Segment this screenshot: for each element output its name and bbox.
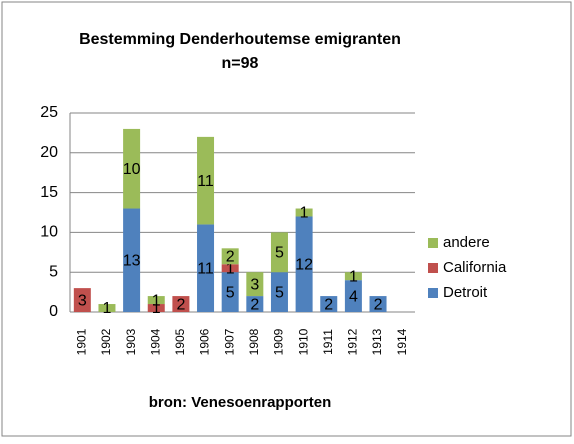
y-tick-label: 10 bbox=[40, 224, 58, 241]
bar-segment bbox=[221, 248, 239, 265]
x-tick-label: 1906 bbox=[198, 328, 212, 355]
legend-label: andere bbox=[443, 234, 490, 251]
x-tick-label: 1913 bbox=[370, 328, 384, 355]
x-tick-label: 1908 bbox=[247, 328, 261, 355]
bar-segment bbox=[147, 296, 165, 305]
bar-segment bbox=[344, 280, 362, 312]
data-label: 3 bbox=[250, 276, 259, 293]
data-label: 3 bbox=[78, 292, 87, 309]
chart-border bbox=[1, 1, 572, 437]
bar-segment bbox=[197, 136, 215, 225]
legend-label: Detroit bbox=[443, 284, 488, 301]
x-tick-label: 1912 bbox=[346, 328, 360, 355]
data-label: 5 bbox=[275, 245, 284, 262]
bar-segment bbox=[270, 272, 288, 312]
x-tick-label: 1911 bbox=[321, 329, 335, 355]
data-label: 1 bbox=[152, 292, 161, 309]
bar-segment bbox=[246, 272, 264, 297]
x-tick-label: 1907 bbox=[222, 328, 236, 355]
x-tick-label: 1910 bbox=[296, 328, 310, 355]
bar-segment bbox=[246, 296, 264, 312]
bar-segment bbox=[197, 224, 215, 312]
data-label: 10 bbox=[123, 161, 141, 178]
data-label: 1 bbox=[349, 268, 358, 285]
y-tick-label: 0 bbox=[49, 303, 58, 320]
data-label: 1 bbox=[300, 205, 309, 222]
data-label: 2 bbox=[226, 248, 235, 265]
data-label: 4 bbox=[349, 288, 358, 305]
x-tick-label: 1909 bbox=[272, 328, 286, 355]
legend-swatch bbox=[428, 263, 438, 273]
data-label: 1 bbox=[226, 260, 235, 277]
x-tick-label: 1905 bbox=[173, 328, 187, 355]
y-tick-label: 5 bbox=[49, 263, 58, 280]
data-label: 12 bbox=[295, 256, 313, 273]
data-label: 1 bbox=[103, 300, 112, 317]
bar-segment bbox=[270, 232, 288, 273]
bar-segment bbox=[320, 296, 338, 312]
data-label: 11 bbox=[197, 260, 214, 277]
x-tick-label: 1914 bbox=[395, 328, 409, 355]
y-tick-label: 25 bbox=[40, 104, 58, 121]
data-label: 2 bbox=[250, 296, 259, 313]
data-label: 13 bbox=[123, 252, 141, 269]
legend-swatch bbox=[428, 238, 438, 248]
x-axis-label: bron: Venesoenrapporten bbox=[149, 394, 332, 411]
bar-segment bbox=[172, 296, 190, 312]
chart-subtitle: n=98 bbox=[222, 55, 259, 72]
bar-segment bbox=[73, 288, 91, 312]
data-label: 5 bbox=[226, 284, 235, 301]
chart-title: Bestemming Denderhoutemse emigranten bbox=[79, 31, 401, 48]
data-label: 11 bbox=[197, 173, 214, 190]
bar-segment bbox=[123, 128, 141, 209]
bar-segment bbox=[221, 264, 239, 273]
y-tick-label: 15 bbox=[40, 184, 58, 201]
bar-segment bbox=[295, 208, 313, 217]
bar-segment bbox=[98, 304, 116, 312]
bar-segment bbox=[295, 216, 313, 312]
legend-swatch bbox=[428, 288, 438, 298]
bar-segment bbox=[369, 296, 387, 312]
x-tick-label: 1903 bbox=[124, 328, 138, 355]
data-label: 5 bbox=[275, 284, 284, 301]
data-label: 2 bbox=[374, 296, 383, 313]
x-tick-label: 1902 bbox=[99, 328, 113, 355]
x-tick-label: 1901 bbox=[74, 328, 88, 355]
data-label: 2 bbox=[324, 296, 333, 313]
legend-label: California bbox=[443, 259, 507, 276]
bar-segment bbox=[344, 272, 362, 281]
bar-segment bbox=[123, 208, 141, 312]
x-tick-label: 1904 bbox=[148, 328, 162, 355]
data-label: 1 bbox=[152, 300, 161, 317]
y-tick-label: 20 bbox=[40, 144, 58, 161]
bar-segment bbox=[221, 272, 239, 312]
bar-segment bbox=[147, 304, 165, 312]
data-label: 2 bbox=[176, 296, 185, 313]
